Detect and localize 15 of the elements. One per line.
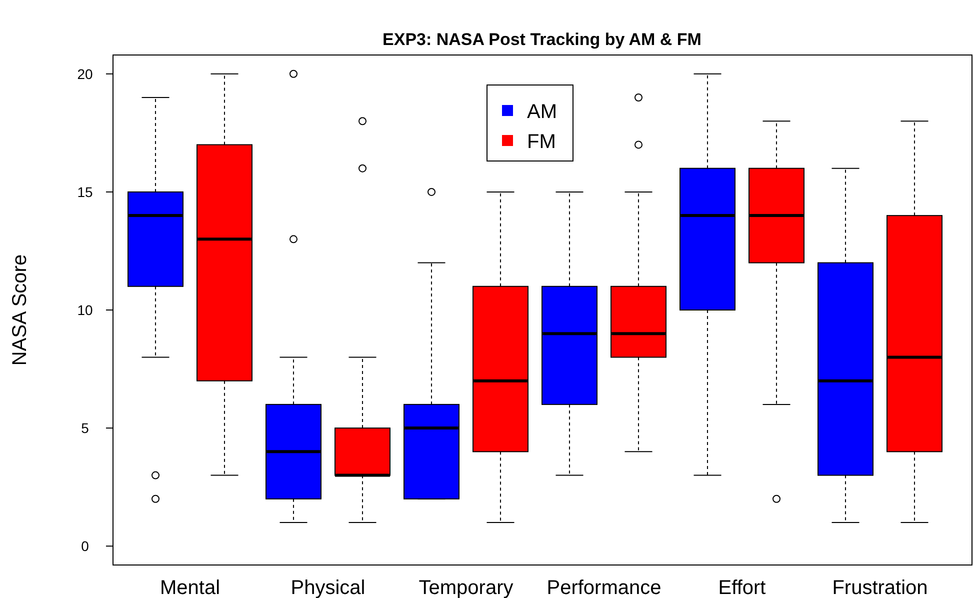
y-tick-label: 15 [77,184,93,200]
legend-label: AM [527,101,557,123]
legend-label: FM [527,131,556,153]
x-tick-label: Performance [546,577,662,598]
x-tick-label: Physical [290,577,366,598]
x-tick-label: Effort [718,577,766,598]
x-tick-label: Temporary [418,577,514,598]
y-tick-label: 10 [77,302,93,318]
y-tick-label: 20 [77,66,93,82]
x-tick-label: Frustration [832,577,928,598]
chart-title: EXP3: NASA Post Tracking by AM & FM [382,30,702,49]
x-tick-label: Mental [160,577,220,598]
y-tick-label: 0 [81,538,90,554]
y-tick-label: 5 [81,420,90,436]
y-axis-title: NASA Score [9,254,31,366]
